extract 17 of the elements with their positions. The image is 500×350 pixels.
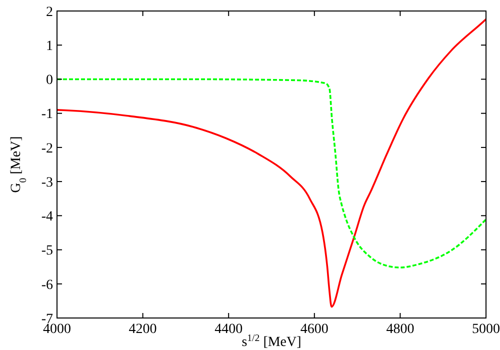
x-tick-label: 4200 bbox=[128, 322, 157, 337]
y-tick-label: -4 bbox=[41, 210, 53, 225]
y-tick-label: -1 bbox=[41, 107, 53, 122]
y-tick-label: 1 bbox=[46, 39, 53, 54]
x-tick-label: 4400 bbox=[214, 322, 243, 337]
y-tick-label: 0 bbox=[46, 73, 53, 88]
y-tick-label: -6 bbox=[41, 278, 53, 293]
x-tick-label: 4600 bbox=[300, 322, 328, 337]
y-tick-label: 2 bbox=[46, 4, 53, 20]
y-tick-label: -3 bbox=[41, 175, 53, 190]
line-series bbox=[57, 78, 486, 268]
x-tick-label: 4800 bbox=[386, 322, 414, 337]
y-tick-label: -5 bbox=[41, 244, 53, 259]
y-tick-label: -2 bbox=[41, 141, 53, 156]
line-series bbox=[57, 18, 486, 308]
x-axis-title: s$^{1/2}$ [MeV] bbox=[242, 332, 302, 350]
x-tick-label: 5000 bbox=[472, 322, 500, 337]
